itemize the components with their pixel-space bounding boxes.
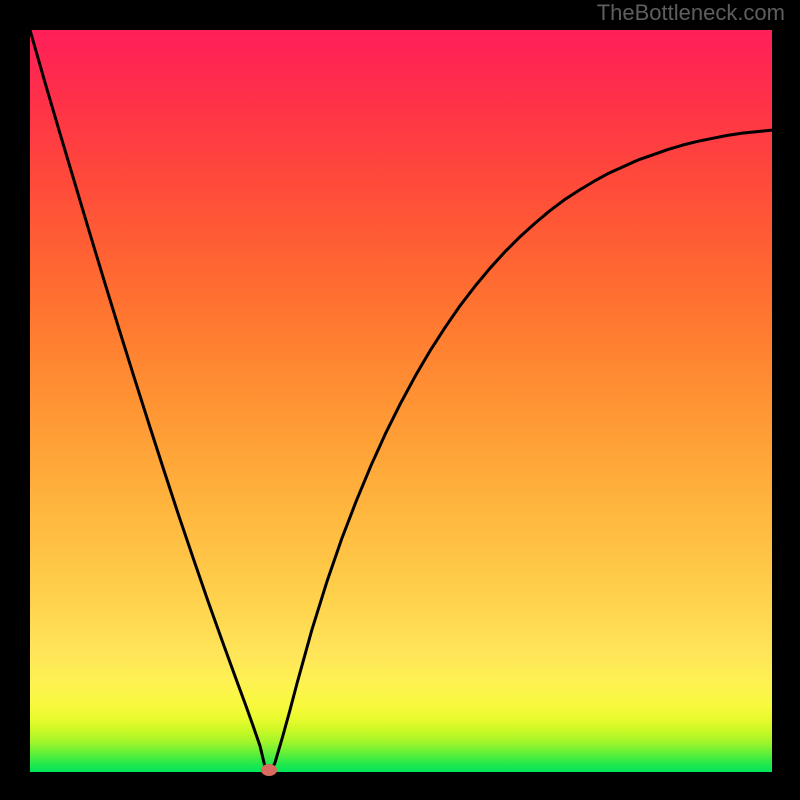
watermark-text: TheBottleneck.com — [597, 0, 785, 26]
bottleneck-curve — [30, 30, 772, 771]
optimum-marker — [261, 764, 277, 776]
curve-svg — [30, 30, 772, 772]
plot-area — [30, 30, 772, 772]
